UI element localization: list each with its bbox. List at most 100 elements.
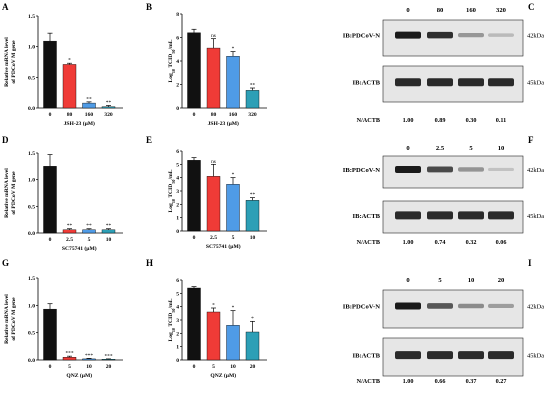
blot-target-label: IB:PDCoV-N: [343, 167, 380, 174]
lane-label: 10: [468, 277, 475, 284]
band-control: [458, 211, 484, 220]
x-axis-label: SC75741 (μM): [62, 245, 97, 252]
x-tick-label: 0: [49, 364, 52, 370]
ratio-row-label: N/ACTB: [357, 378, 380, 385]
bar-E-2.5: [206, 176, 221, 232]
lane-label: 0: [406, 7, 410, 14]
lane-label: 5: [438, 277, 442, 284]
band-control: [427, 351, 453, 360]
bar-D-2.5: [62, 229, 77, 234]
significance-label: ***: [65, 351, 73, 357]
y-tick-label: 3: [176, 189, 179, 195]
band-control: [395, 351, 421, 360]
significance-label: *: [212, 303, 215, 309]
bar-B-80: [206, 47, 221, 109]
x-tick-label: 10: [86, 364, 92, 370]
y-tick-label: 2: [176, 202, 179, 208]
bar-A-160: [82, 102, 96, 109]
y-axis-label: Log10 TCID50/mL: [168, 169, 176, 212]
bar-G-5: [62, 357, 77, 361]
significance-label: *: [232, 305, 235, 311]
band-control: [427, 78, 453, 87]
x-axis-label: JSH-23 (μM): [208, 120, 239, 127]
x-tick-label: 20: [250, 364, 256, 370]
band-control: [458, 78, 484, 87]
bar-D-5: [82, 229, 96, 234]
blot-control-size: 45kDa: [527, 213, 544, 220]
bar-D-10: [101, 229, 116, 234]
band-control: [488, 211, 514, 220]
y-tick-label: 0.0: [28, 358, 35, 364]
x-tick-label: 5: [212, 364, 215, 370]
bar-E-10: [245, 200, 260, 232]
y-tick-label: 1.0: [28, 178, 35, 184]
significance-label: ns: [211, 33, 216, 39]
x-tick-label: 10: [250, 235, 256, 241]
x-tick-label: 0: [193, 112, 196, 118]
x-tick-label: 0: [193, 364, 196, 370]
significance-label: *: [68, 58, 71, 64]
lane-label: 20: [498, 277, 505, 284]
x-tick-label: 10: [106, 237, 112, 243]
x-tick-label: 2.5: [66, 237, 73, 243]
x-tick-label: 320: [248, 112, 257, 118]
y-tick-label: 1.5: [28, 276, 35, 282]
x-tick-label: 5: [68, 364, 71, 370]
bar-A-320: [101, 106, 116, 109]
band-target: [427, 166, 453, 173]
band-target: [395, 31, 421, 39]
bar-D-0: [43, 166, 57, 234]
y-tick-label: 0.0: [28, 106, 35, 112]
y-tick-label: 0: [176, 358, 179, 364]
x-tick-label: 0: [193, 235, 196, 241]
significance-label: *: [232, 46, 235, 52]
band-target: [395, 302, 421, 310]
y-tick-label: 0.5: [28, 204, 35, 210]
x-axis-label: SC75741 (μM): [206, 243, 241, 250]
band-control: [427, 211, 453, 220]
ratio-value: 0.06: [496, 239, 507, 246]
y-tick-label: 1.0: [28, 45, 35, 51]
lane-label: 2.5: [436, 145, 445, 152]
blot-control-size: 45kDa: [527, 80, 544, 87]
band-target: [427, 303, 453, 309]
bar-H-0: [187, 287, 201, 361]
significance-label: ***: [104, 353, 112, 359]
lane-label: 0: [406, 145, 410, 152]
y-tick-label: 8: [176, 12, 179, 18]
blot-control-label: IB:ACTB: [353, 353, 381, 360]
x-tick-label: 0: [49, 237, 52, 243]
significance-label: **: [106, 100, 112, 106]
x-tick-label: 80: [211, 112, 217, 118]
ratio-value: 0.66: [435, 378, 446, 385]
x-axis-label: QNZ (μM): [210, 372, 236, 379]
band-target: [458, 167, 484, 172]
bar-B-320: [245, 90, 260, 109]
y-axis-label: of PDCoV M gene: [11, 40, 17, 84]
significance-label: **: [86, 223, 92, 229]
band-target: [458, 33, 484, 38]
y-tick-label: 2: [176, 331, 179, 337]
band-target: [395, 165, 421, 173]
bar-H-10: [226, 325, 240, 361]
x-tick-label: 160: [85, 112, 94, 118]
x-tick-label: 10: [230, 364, 236, 370]
band-control: [488, 351, 514, 360]
blot-strip-target: [382, 155, 524, 189]
ratio-value: 0.32: [466, 239, 477, 246]
y-tick-label: 6: [176, 36, 179, 42]
significance-label: *: [232, 172, 235, 178]
band-control: [395, 78, 421, 87]
lane-label: 5: [469, 145, 473, 152]
bar-H-20: [245, 331, 260, 361]
blot-target-label: IB:PDCoV-N: [343, 303, 380, 310]
significance-label: **: [67, 223, 73, 229]
y-tick-label: 1: [176, 345, 179, 351]
y-axis-label: of PDCoV M gene: [11, 171, 17, 215]
significance-label: **: [250, 83, 256, 89]
panel-label-E: E: [146, 135, 152, 145]
y-tick-label: 4: [176, 176, 179, 182]
panel-label-F: F: [528, 135, 534, 145]
x-axis-label: JSH-23 (μM): [64, 120, 95, 127]
